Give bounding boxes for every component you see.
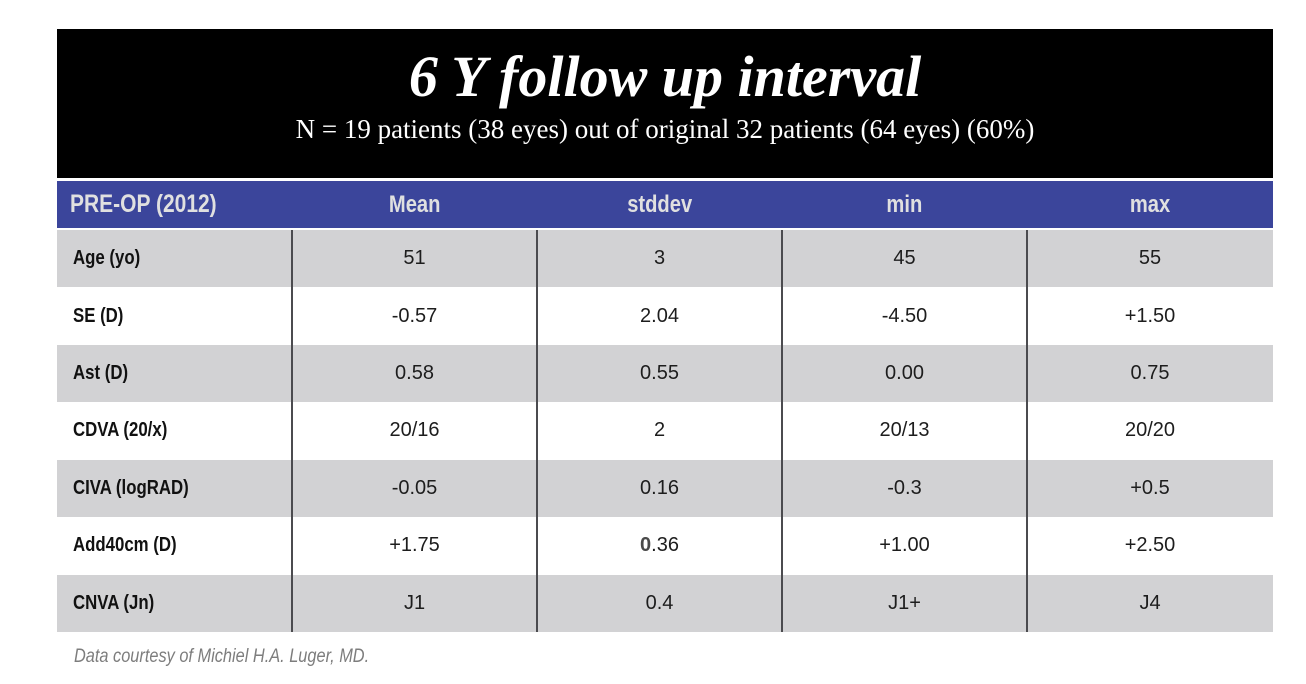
cell-max: 55 [1138, 247, 1162, 270]
table-row: CIVA (logRAD) -0.05 0.16 -0.3 +0.5 [57, 459, 1273, 518]
column-header-min: min [782, 181, 1027, 228]
row-label-text: Add40cm (D) [73, 534, 177, 557]
cell-min: 20/13 [879, 419, 930, 442]
table-row: CNVA (Jn) J1 0.4 J1+ J4 [57, 574, 1273, 632]
table-row: Age (yo) 51 3 45 55 [57, 230, 1273, 288]
cell-stddev: 0.55 [640, 362, 679, 385]
cell-mean: J1 [403, 591, 426, 614]
column-divider [536, 230, 538, 632]
cell-min: -4.50 [881, 304, 928, 327]
row-label: Age (yo) [57, 247, 292, 270]
column-header-max: max [1027, 181, 1273, 228]
cell-max: +1.50 [1124, 304, 1176, 327]
row-label-text: Age (yo) [73, 247, 141, 270]
column-header-preop-label: PRE-OP (2012) [70, 190, 217, 218]
page-subtitle: N = 19 patients (38 eyes) out of origina… [295, 114, 1035, 144]
cell-stddev: 0.16 [640, 476, 679, 499]
cell-max: J4 [1139, 591, 1161, 614]
cell-mean: 0.58 [395, 362, 434, 385]
row-label: CDVA (20/x) [57, 419, 292, 442]
cell-mean: -0.05 [391, 476, 438, 499]
cell-max: +0.5 [1130, 476, 1170, 499]
column-header-preop: PRE-OP (2012) [57, 181, 292, 228]
cell-max: 20/20 [1124, 419, 1176, 442]
column-divider [1026, 230, 1028, 632]
cell-mean: 20/16 [389, 419, 440, 442]
cell-stddev: 0.4 [645, 591, 674, 614]
cell-mean: -0.57 [391, 304, 438, 327]
table-row: Add40cm (D) +1.75 0.36 +1.00 +2.50 [57, 517, 1273, 574]
row-label: CNVA (Jn) [57, 592, 292, 615]
column-divider [291, 230, 293, 632]
title-banner: 6 Y follow up interval N = 19 patients (… [57, 29, 1273, 178]
row-label-text: CNVA (Jn) [73, 591, 155, 614]
row-label: Ast (D) [57, 362, 292, 385]
row-label: Add40cm (D) [57, 534, 292, 557]
column-header-mean: Mean [292, 181, 537, 228]
table-body: Age (yo) 51 3 45 55 SE (D) -0.57 2.04 -4.50 +1.50… [57, 230, 1273, 632]
cell-mean: 51 [403, 247, 426, 270]
cell-stddev: 3 [653, 247, 666, 270]
table-row: CDVA (20/x) 20/16 2 20/13 20/20 [57, 402, 1273, 459]
row-label-text: CIVA (logRAD) [73, 476, 189, 499]
cell-min: J1+ [888, 591, 921, 614]
row-label-text: Ast (D) [73, 362, 129, 385]
column-header-mean-label: Mean [388, 191, 441, 218]
cell-stddev: 2.04 [640, 304, 679, 327]
page-title: 6 Y follow up interval [408, 44, 922, 109]
cell-stddev: 2 [653, 419, 666, 442]
cell-max: +2.50 [1124, 534, 1176, 557]
column-header-stddev: stddev [537, 181, 782, 228]
cell-min: 45 [893, 247, 916, 270]
data-credit-text: Data courtesy of Michiel H.A. Luger, MD. [74, 646, 370, 667]
row-label: CIVA (logRAD) [57, 477, 292, 500]
column-header-min-label: min [886, 191, 923, 218]
row-label: SE (D) [57, 305, 292, 328]
cell-min: +1.00 [879, 534, 930, 557]
column-header-max-label: max [1129, 191, 1171, 218]
cell-max: 0.75 [1130, 362, 1170, 385]
row-label-text: CDVA (20/x) [73, 419, 168, 442]
table-row: SE (D) -0.57 2.04 -4.50 +1.50 [57, 287, 1273, 344]
cell-min: -0.3 [887, 476, 922, 499]
row-label-text: SE (D) [73, 304, 124, 327]
cell-min: 0.00 [885, 362, 924, 385]
table-row: Ast (D) 0.58 0.55 0.00 0.75 [57, 344, 1273, 403]
column-divider [781, 230, 783, 632]
column-header-stddev-label: stddev [627, 191, 692, 218]
table-header-row: PRE-OP (2012) Mean stddev min max [57, 181, 1273, 228]
cell-mean: +1.75 [389, 534, 440, 557]
data-credit: Data courtesy of Michiel H.A. Luger, MD. [74, 646, 417, 668]
cell-stddev: 0.36 [640, 534, 679, 557]
